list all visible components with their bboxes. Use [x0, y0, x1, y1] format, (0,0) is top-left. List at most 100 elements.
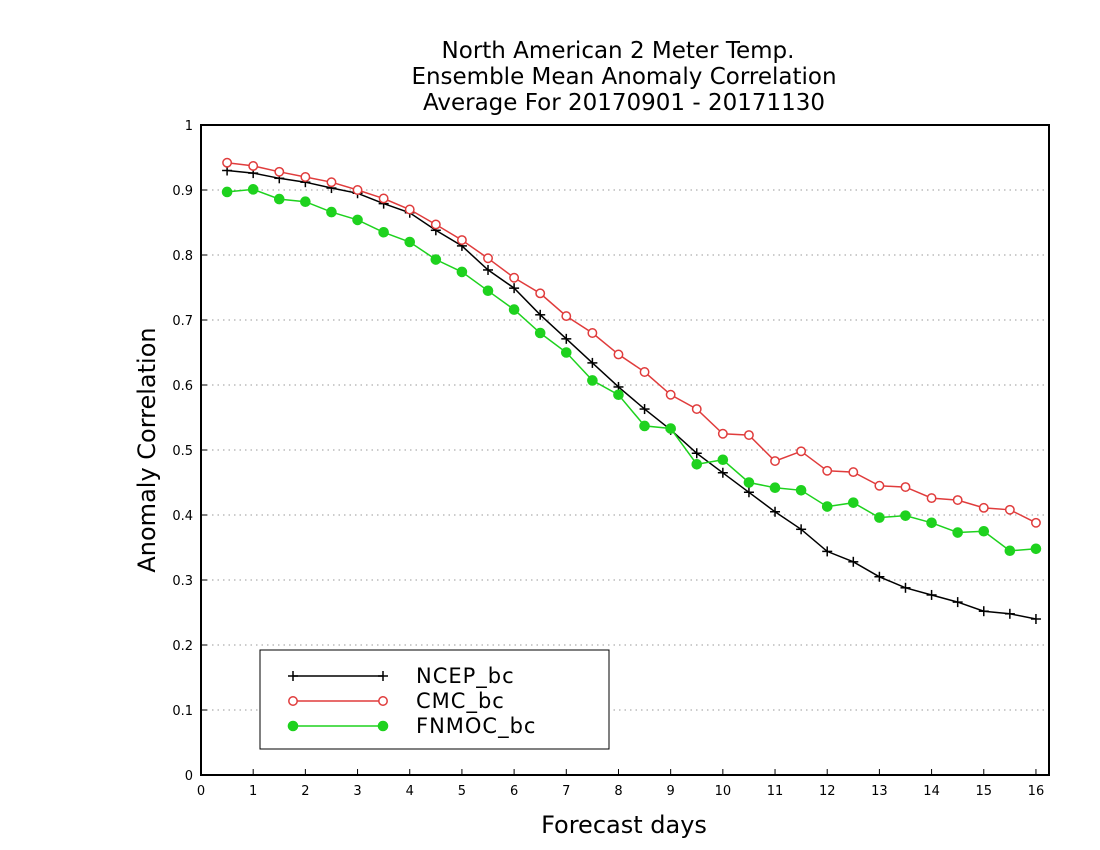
- data-point: [743, 430, 754, 440]
- series-group: [221, 157, 1042, 624]
- data-point: [483, 253, 493, 264]
- data-point: [1031, 517, 1041, 528]
- data-point: [430, 254, 442, 265]
- data-point: [848, 497, 859, 508]
- x-tick-label: 15: [975, 784, 992, 799]
- data-point: [874, 480, 885, 491]
- y-tick-label: 0.2: [172, 639, 193, 654]
- data-point: [404, 204, 415, 215]
- legend-label: FNMOC_bc: [416, 714, 536, 739]
- legend-label: CMC_bc: [416, 689, 505, 714]
- x-tick-label: 11: [767, 784, 784, 799]
- data-point: [561, 333, 572, 344]
- data-point: [587, 375, 598, 386]
- data-point: [717, 428, 728, 439]
- data-point: [821, 501, 833, 512]
- data-point: [482, 285, 494, 297]
- data-point: [743, 477, 755, 488]
- y-tick-label: 0.9: [172, 184, 193, 199]
- data-point: [926, 493, 937, 504]
- data-point: [587, 328, 598, 338]
- series-line: [227, 188, 1037, 552]
- data-point: [222, 157, 233, 168]
- data-point: [874, 512, 885, 523]
- data-point: [288, 671, 298, 681]
- data-point: [1030, 543, 1042, 555]
- x-axis-ticks: 0 1 2 3 4 5 6 7 8 9 10 11 12 13 14 15 16: [197, 769, 1044, 799]
- data-point: [300, 172, 311, 182]
- data-point: [430, 219, 441, 230]
- data-point: [378, 696, 388, 706]
- data-point: [926, 517, 937, 529]
- data-point: [378, 671, 388, 681]
- y-axis-ticks: 0 0.1 0.2 0.3 0.4 0.5 0.6 0.7 0.8 0.9 1: [172, 119, 207, 784]
- data-point: [288, 696, 298, 706]
- legend-entry: NCEP_bc: [288, 664, 515, 689]
- data-point: [221, 186, 233, 198]
- x-tick-label: 3: [353, 784, 361, 799]
- series-line: [227, 169, 1037, 620]
- legend-box: [259, 649, 610, 750]
- data-point: [848, 556, 859, 567]
- y-tick-label: 0.6: [172, 379, 193, 394]
- data-point: [770, 506, 781, 517]
- data-point: [352, 185, 363, 195]
- data-point: [639, 404, 650, 415]
- data-point: [743, 487, 754, 498]
- grid-lines: [201, 189, 1049, 711]
- data-point: [900, 482, 911, 492]
- data-point: [952, 597, 963, 608]
- legend-label: NCEP_bc: [416, 664, 515, 689]
- data-point: [587, 357, 598, 368]
- data-point: [796, 446, 807, 457]
- x-tick-label: 14: [923, 784, 940, 799]
- data-point: [691, 459, 703, 470]
- x-tick-label: 1: [249, 784, 257, 799]
- x-axis-label: Forecast days: [541, 811, 707, 839]
- data-point: [377, 720, 389, 732]
- data-point: [404, 236, 416, 248]
- y-tick-label: 0.8: [172, 249, 193, 264]
- x-tick-label: 16: [1028, 784, 1045, 799]
- data-point: [535, 309, 546, 320]
- chart-title-line-1: North American 2 Meter Temp.: [442, 38, 795, 64]
- y-tick-label: 0: [185, 769, 193, 784]
- data-point: [561, 311, 572, 322]
- y-tick-label: 0.3: [172, 574, 193, 589]
- x-tick-label: 8: [614, 784, 622, 799]
- data-point: [508, 304, 520, 315]
- y-tick-label: 0.5: [172, 444, 193, 459]
- data-point: [378, 226, 389, 238]
- y-tick-label: 0.7: [172, 314, 193, 329]
- data-point: [273, 193, 285, 205]
- y-tick-label: 0.4: [172, 509, 193, 524]
- data-point: [1004, 608, 1015, 619]
- data-point: [769, 482, 781, 494]
- chart-title-line-2: Ensemble Mean Anomaly Correlation: [411, 64, 836, 90]
- data-point: [717, 467, 728, 478]
- data-point: [874, 571, 885, 582]
- data-point: [326, 177, 337, 188]
- data-point: [978, 502, 989, 513]
- x-tick-label: 0: [197, 784, 205, 799]
- data-point: [1004, 545, 1016, 557]
- x-tick-label: 5: [458, 784, 466, 799]
- chart-title: North American 2 Meter Temp. Ensemble Me…: [411, 38, 836, 116]
- data-point: [691, 448, 702, 459]
- x-tick-label: 12: [819, 784, 836, 799]
- data-point: [665, 423, 676, 434]
- data-point: [952, 527, 963, 538]
- data-point: [665, 389, 676, 400]
- x-tick-label: 6: [510, 784, 518, 799]
- data-point: [560, 347, 572, 358]
- data-point: [900, 510, 911, 521]
- data-point: [822, 465, 833, 476]
- x-tick-label: 4: [406, 784, 414, 799]
- data-point: [287, 720, 299, 732]
- data-point: [274, 166, 285, 177]
- x-tick-label: 2: [301, 784, 309, 799]
- data-point: [247, 184, 259, 195]
- y-tick-label: 0.1: [172, 704, 193, 719]
- series-cmc-bc: [222, 157, 1041, 528]
